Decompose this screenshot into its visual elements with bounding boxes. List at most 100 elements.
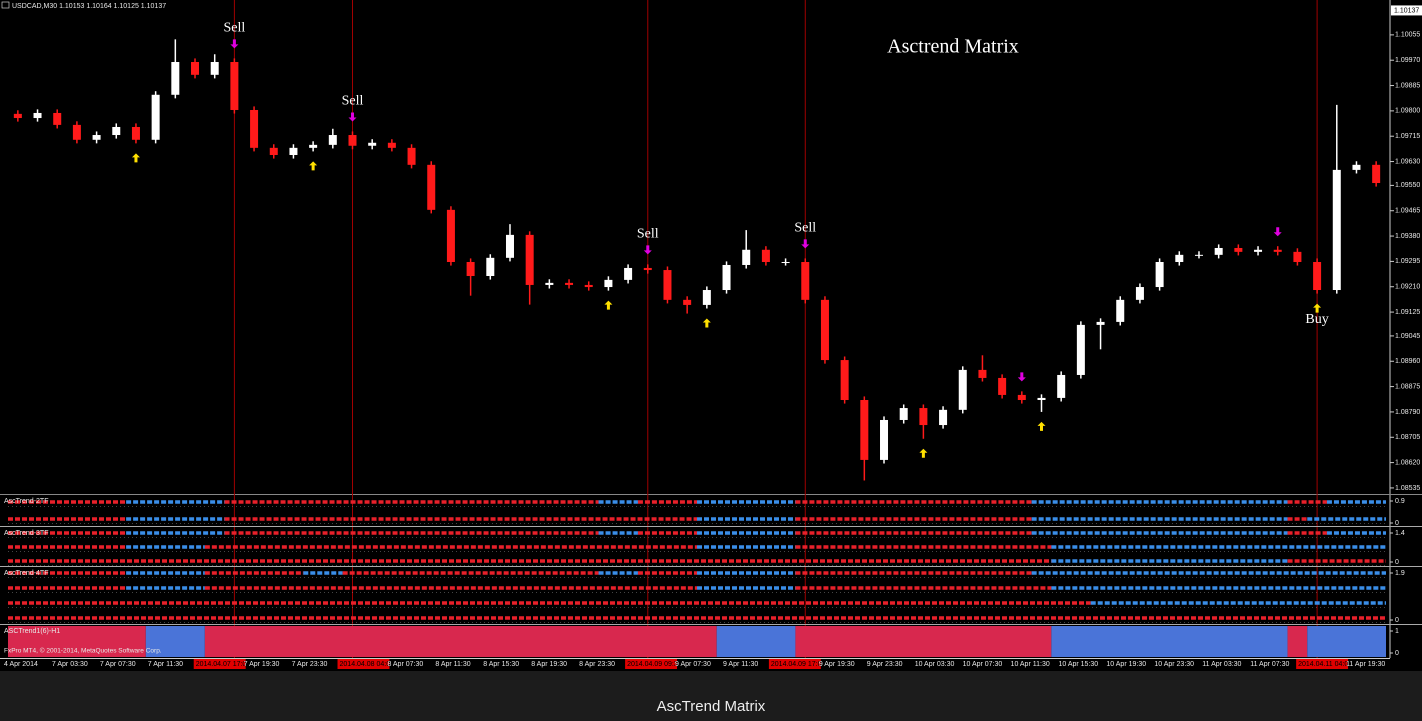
time-label: 11 Apr 07:30 xyxy=(1250,661,1289,668)
chart-header: USDCAD,M30 1.10153 1.10164 1.10125 1.101… xyxy=(12,3,166,10)
candle-body xyxy=(722,264,731,291)
time-highlight xyxy=(625,659,678,669)
y-tick-label: 1.09210 xyxy=(1395,284,1420,291)
time-highlight xyxy=(193,659,246,669)
chart-title: Asctrend Matrix xyxy=(887,36,1019,58)
y-tick-label: 1.09970 xyxy=(1395,57,1420,64)
candle-body xyxy=(1194,254,1203,256)
time-label: 9 Apr 11:30 xyxy=(723,661,758,668)
candle-body xyxy=(1135,287,1144,300)
sell-arrow xyxy=(643,245,652,255)
candle-body xyxy=(112,126,121,136)
candle-body xyxy=(210,61,219,75)
caption: AscTrend Matrix xyxy=(657,698,766,715)
panel-tick-label: 0.9 xyxy=(1395,498,1405,505)
candle-body xyxy=(387,142,396,148)
panel-tick-label: 0 xyxy=(1395,559,1399,566)
time-label: 10 Apr 07:30 xyxy=(963,661,1003,668)
candle-body xyxy=(151,94,160,140)
candle-body xyxy=(1214,247,1223,255)
candle-body xyxy=(1332,169,1341,291)
time-label: 8 Apr 19:30 xyxy=(531,661,567,668)
sell-arrow xyxy=(1017,372,1026,382)
candle-body xyxy=(309,144,318,148)
candle-body xyxy=(545,282,554,285)
panel-tick-label: 0 xyxy=(1395,650,1399,657)
candle-body xyxy=(289,147,298,155)
signal-label: Sell xyxy=(223,21,245,36)
signal-label: Buy xyxy=(1305,312,1328,327)
sell-arrow xyxy=(348,112,357,122)
candle-body xyxy=(1057,374,1066,398)
time-label: 8 Apr 23:30 xyxy=(579,661,615,668)
candle-body xyxy=(978,369,987,378)
candle-body xyxy=(525,234,534,285)
candle-body xyxy=(683,299,692,305)
buy-arrow xyxy=(309,161,318,171)
symbol-icon xyxy=(1,1,10,9)
histogram-run xyxy=(8,626,146,657)
candle-body xyxy=(348,135,357,146)
candle-body xyxy=(840,360,849,401)
time-label: 11 Apr 19:30 xyxy=(1346,661,1385,668)
panel-label: AscTrend-2TF xyxy=(4,498,48,505)
candle-body xyxy=(1352,164,1361,170)
signal-label: Sell xyxy=(342,94,364,109)
candle-body xyxy=(860,400,869,460)
signal-label: Sell xyxy=(794,221,816,236)
y-tick-label: 1.08705 xyxy=(1395,434,1420,441)
time-label: 9 Apr 07:30 xyxy=(675,661,711,668)
candle-body xyxy=(191,61,200,75)
y-tick-label: 1.09885 xyxy=(1395,82,1420,89)
candle-body xyxy=(958,369,967,410)
candle-body xyxy=(486,257,495,277)
candle-body xyxy=(742,249,751,265)
time-label: 2014.04.07 17:00 xyxy=(196,661,251,668)
last-price-label: 1.10137 xyxy=(1394,7,1419,14)
y-tick-label: 1.09045 xyxy=(1395,333,1420,340)
sell-arrow xyxy=(230,39,239,49)
panel-tick-label: 0 xyxy=(1395,520,1399,527)
buy-arrow xyxy=(919,448,928,458)
chart-window xyxy=(0,0,1422,671)
time-label: 10 Apr 11:30 xyxy=(1011,661,1050,668)
time-highlight xyxy=(1296,659,1349,669)
candle-body xyxy=(1313,261,1322,291)
time-label: 10 Apr 15:30 xyxy=(1058,661,1098,668)
time-label: 7 Apr 03:30 xyxy=(52,661,88,668)
candle-body xyxy=(702,290,711,305)
candle-body xyxy=(13,113,22,119)
signal-label: Sell xyxy=(637,227,659,242)
candle-body xyxy=(72,124,81,140)
candle-body xyxy=(1273,249,1282,252)
buy-arrow xyxy=(702,318,711,328)
candle-body xyxy=(1372,164,1381,184)
y-tick-label: 1.09125 xyxy=(1395,309,1420,316)
candle-body xyxy=(1155,261,1164,288)
candle-body xyxy=(230,61,239,110)
candle-body xyxy=(53,112,62,125)
candle-body xyxy=(880,419,889,460)
sell-arrow xyxy=(801,239,810,249)
buy-arrow xyxy=(1313,303,1322,313)
last-price-box xyxy=(1391,5,1422,16)
y-tick-label: 1.10055 xyxy=(1395,32,1420,39)
candle-body xyxy=(604,279,613,288)
candle-body xyxy=(939,409,948,426)
panel-label: AscTrend-4TF xyxy=(4,570,48,577)
candle-body xyxy=(269,147,278,155)
time-label: 10 Apr 19:30 xyxy=(1106,661,1146,668)
panel-tick-label: 1 xyxy=(1395,628,1399,635)
candle-body xyxy=(427,164,436,210)
time-label: 2014.04.08 04:00 xyxy=(340,661,395,668)
time-label: 8 Apr 15:30 xyxy=(483,661,519,668)
histogram-run xyxy=(1051,626,1288,657)
time-label: 8 Apr 11:30 xyxy=(435,661,470,668)
candle-body xyxy=(1096,321,1105,325)
y-tick-label: 1.09380 xyxy=(1395,233,1420,240)
buy-arrow xyxy=(1037,421,1046,431)
candle-body xyxy=(761,249,770,262)
candle-body xyxy=(171,61,180,95)
y-tick-label: 1.08960 xyxy=(1395,358,1420,365)
